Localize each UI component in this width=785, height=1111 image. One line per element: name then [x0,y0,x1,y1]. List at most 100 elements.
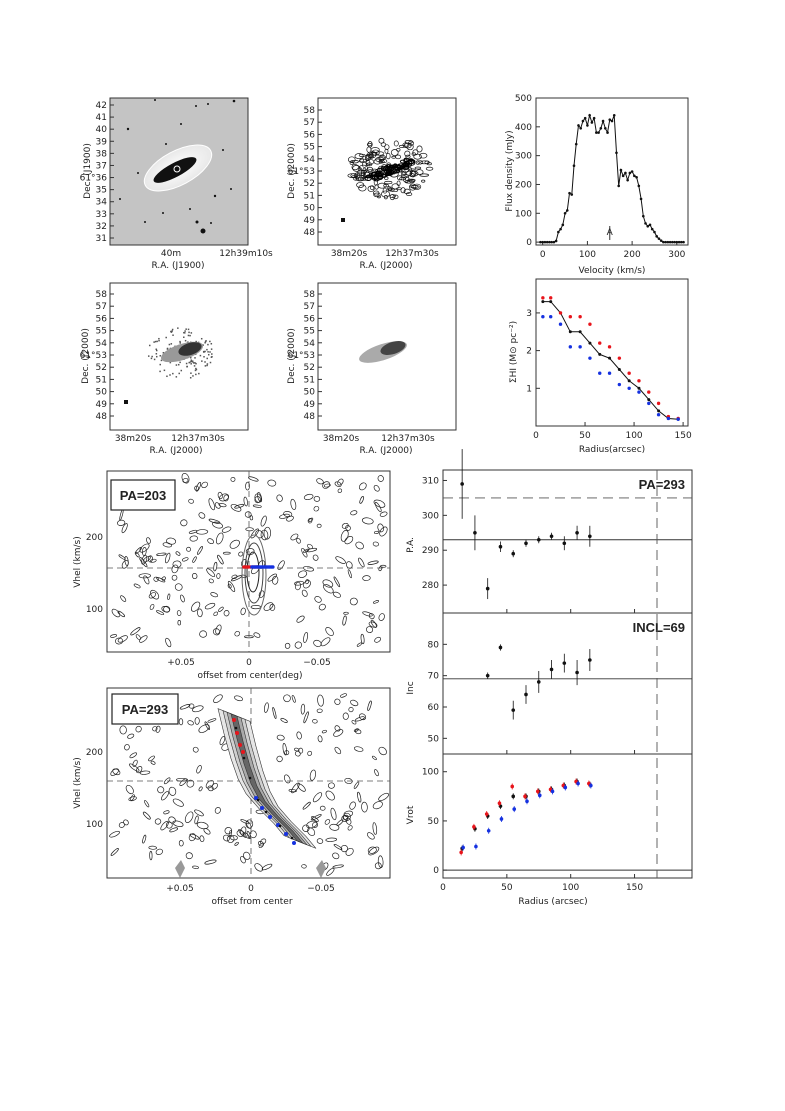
speckle [190,332,193,334]
noise-contour [322,481,331,489]
ytick-label: 80 [428,640,440,650]
pv2-blue-dot [260,806,264,810]
sigma-red-point [617,356,622,360]
noise-contour [222,551,231,555]
noise-contour [142,834,147,844]
noise-contour [258,843,264,848]
noise-contour [321,729,327,734]
profile-point [539,240,542,244]
noise-contour [258,590,265,598]
profile-point [568,191,571,195]
noise-contour [326,867,335,876]
noise-contour [325,627,334,636]
profile-point [603,126,607,130]
sigma-panel: 0 50 100 150 1 2 3 Radius(arcsec) ΣHI (M⊙ pc⁻²… [509,278,692,455]
noise-contour [349,801,356,810]
ytick-label: 50 [428,817,440,827]
speckle [183,331,185,334]
contour [374,184,379,190]
noise-contour [362,611,373,617]
pv1-emission-contour [241,534,267,616]
ytick-label: 280 [422,581,439,591]
sigma-point [608,356,612,360]
noise-contour [368,846,380,856]
noise-contour [217,554,224,565]
pv2-emission-contour [226,711,308,846]
pa-point [485,586,490,591]
noise-contour [207,538,214,545]
mom0-ytick-label: 58 [304,106,316,116]
mom0-xtick-0: 38m20s [331,249,368,259]
pv2-black-dot [242,756,246,760]
noise-contour [322,579,334,588]
noise-contour [121,559,129,569]
contour [398,144,406,148]
noise-contour [353,746,364,752]
noise-contour [319,805,326,811]
noise-contour [253,632,261,638]
profile-point [572,164,576,168]
noise-contour [121,523,128,534]
profile-point [583,116,587,120]
mom0-ytick-label: 48 [304,228,316,238]
noise-contour [345,525,351,531]
contour [377,195,381,199]
speckle [210,342,213,345]
pv1-label-box [110,479,176,511]
noise-contour [361,517,374,525]
noise-contour [358,557,365,568]
noise-contour [218,503,227,508]
pv2-black-dot [264,810,268,814]
pv2-blue-dot [292,841,296,845]
model-ytick-label: 57 [304,302,315,312]
pv2-ytick-0: 200 [86,748,103,758]
sigma-red-point [568,314,573,319]
ytick-label: 100 [422,768,439,778]
sigma-red-point [588,322,592,326]
contour [401,164,410,171]
sigma-blue-point [588,356,592,360]
profile-point [612,113,616,117]
ytick-label: 300 [422,511,439,521]
profile-point [621,174,625,178]
noise-contour [148,592,157,599]
noise-contour [231,574,238,580]
noise-contour [134,547,142,555]
pv1-box-label: PA=203 [120,488,166,503]
contour [351,175,358,179]
speckle [148,344,151,347]
noise-contour [153,576,159,582]
noise-contour [181,473,190,484]
noise-contour [316,523,322,528]
speckle [187,328,190,331]
noise-contour [234,841,239,846]
noise-contour [229,539,240,549]
noise-contour [219,736,226,746]
speckle [187,341,189,343]
pv2-label-box [111,693,179,725]
speckle [185,328,187,330]
sigma-blue-point [676,417,680,421]
inc-point [588,658,592,662]
noise-contour [334,746,342,755]
noise-contour [218,493,230,502]
noise-contour [261,863,273,871]
noise-contour [156,610,165,615]
noise-contour [117,635,128,643]
pv1-emission-contour [246,551,260,593]
noise-contour [343,812,351,821]
noise-contour [294,641,303,649]
mom0-ytick-label: 56 [304,130,316,140]
noise-contour [199,835,205,843]
mom0-panel: 58 57 56 55 54 61°53 52 51 50 49 48 38m20s 12h37m3… [287,97,457,271]
speckle [180,369,183,372]
noise-contour [210,592,219,598]
noise-contour [316,838,324,844]
mom0-ylabel: Dec. (J2000) [287,143,297,199]
vrot-point [563,785,568,790]
speckle [179,361,181,364]
profile-point [666,240,670,244]
pv2-black-dot [290,836,294,840]
speckle [166,375,168,378]
speckle [177,363,180,366]
